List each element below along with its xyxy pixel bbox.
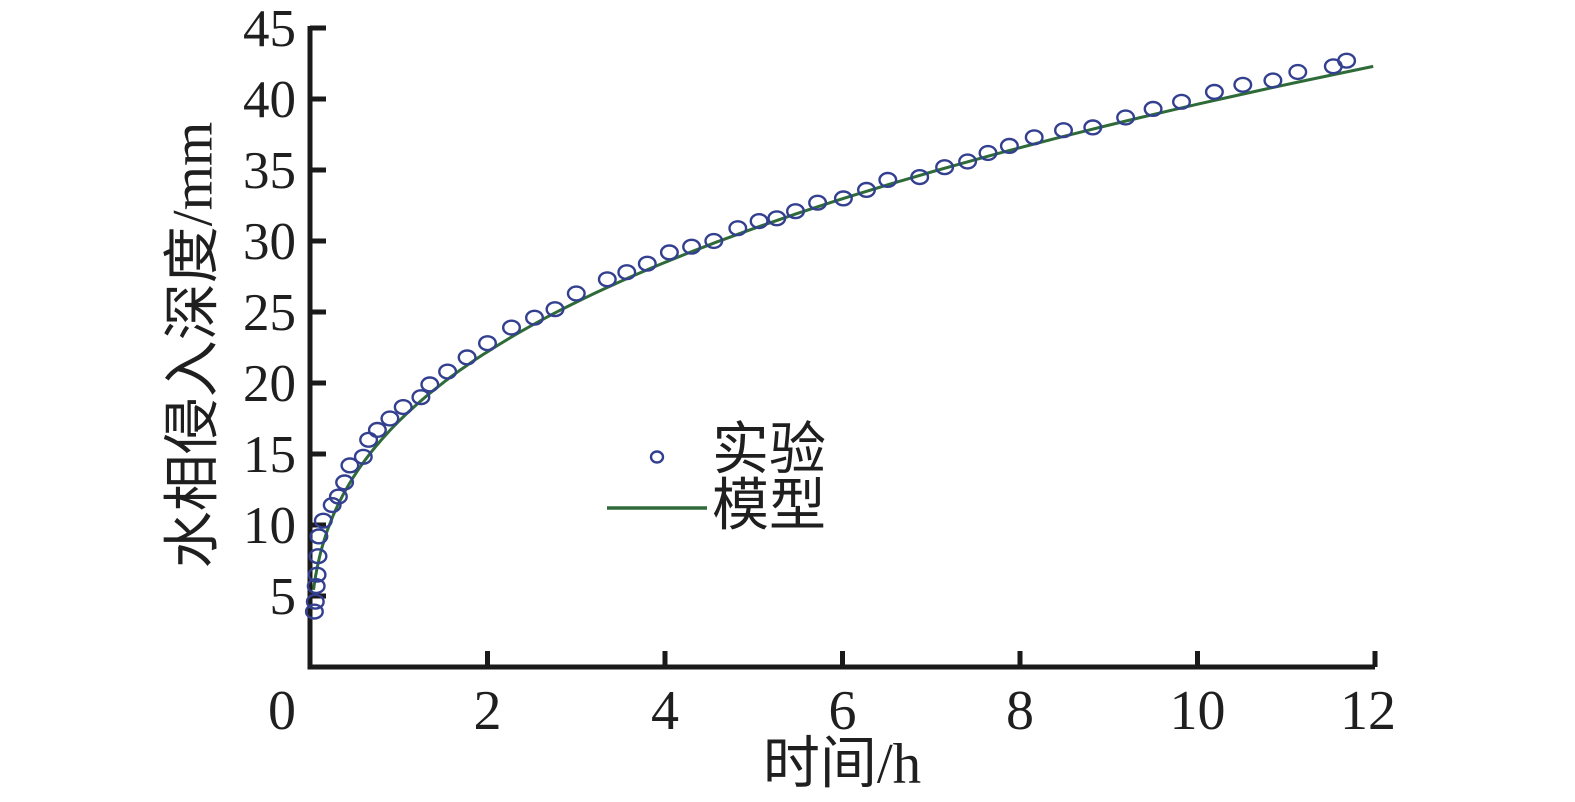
legend-label-experiment: 实验 bbox=[712, 418, 826, 482]
x-tick-label: 12 bbox=[1340, 680, 1396, 742]
data-point-experiment bbox=[359, 431, 379, 448]
y-tick-label: 20 bbox=[243, 355, 296, 413]
data-point-experiment bbox=[304, 603, 324, 620]
data-point-experiment bbox=[767, 210, 787, 227]
data-point-experiment bbox=[999, 137, 1019, 155]
data-point-experiment bbox=[1083, 119, 1103, 136]
data-point-experiment bbox=[335, 474, 355, 491]
data-point-experiment bbox=[958, 153, 978, 170]
data-point-experiment bbox=[749, 213, 769, 230]
x-tick-label: 4 bbox=[651, 680, 679, 742]
data-point-experiment bbox=[1171, 93, 1191, 110]
data-point-experiment bbox=[380, 410, 400, 427]
x-tick-label: 8 bbox=[1006, 680, 1034, 742]
data-point-experiment bbox=[393, 399, 413, 416]
data-point-experiment bbox=[306, 577, 326, 595]
data-point-experiment bbox=[808, 194, 828, 211]
x-tick-label: 10 bbox=[1170, 680, 1226, 742]
data-point-experiment bbox=[857, 181, 877, 199]
data-point-experiment bbox=[478, 335, 498, 352]
data-point-experiment bbox=[1233, 76, 1253, 93]
data-point-experiment bbox=[1288, 63, 1308, 81]
y-tick-label: 30 bbox=[243, 213, 296, 271]
x-tick-label: 2 bbox=[474, 680, 502, 742]
data-point-experiment bbox=[322, 497, 342, 514]
data-point-experiment bbox=[910, 169, 930, 186]
data-point-experiment bbox=[340, 457, 360, 474]
data-point-experiment bbox=[786, 203, 806, 220]
y-tick-label: 5 bbox=[270, 568, 297, 626]
data-point-experiment bbox=[1204, 83, 1224, 101]
data-point-experiment bbox=[525, 309, 545, 326]
legend-label-model: 模型 bbox=[712, 474, 826, 538]
data-point-experiment bbox=[1337, 52, 1357, 69]
data-point-experiment bbox=[728, 220, 748, 237]
data-point-experiment bbox=[438, 363, 458, 380]
data-point-experiment bbox=[1024, 129, 1044, 146]
data-point-experiment bbox=[305, 593, 325, 610]
data-point-experiment bbox=[411, 389, 431, 406]
data-point-experiment bbox=[978, 144, 998, 162]
data-point-experiment bbox=[307, 566, 327, 583]
data-point-experiment bbox=[1143, 100, 1163, 118]
y-tick-label: 35 bbox=[243, 142, 296, 200]
y-tick-label: 15 bbox=[243, 426, 296, 484]
data-point-experiment bbox=[308, 548, 328, 565]
data-point-experiment bbox=[502, 319, 522, 336]
data-point-experiment bbox=[566, 285, 586, 302]
data-point-experiment bbox=[833, 190, 853, 207]
data-point-experiment bbox=[1263, 72, 1283, 89]
data-point-experiment bbox=[1116, 109, 1136, 126]
data-point-experiment bbox=[353, 448, 373, 465]
data-point-experiment bbox=[597, 271, 617, 288]
model-curve bbox=[312, 64, 1374, 591]
y-tick-label: 40 bbox=[243, 71, 296, 129]
y-tick-label: 45 bbox=[243, 0, 296, 58]
y-tick-label: 25 bbox=[243, 284, 296, 342]
y-tick-label: 10 bbox=[243, 497, 296, 555]
axes-frame bbox=[307, 26, 1375, 670]
data-point-experiment bbox=[935, 159, 955, 176]
data-point-experiment bbox=[704, 232, 724, 250]
x-tick-label: 6 bbox=[829, 680, 857, 742]
x-tick-label: 0 bbox=[268, 680, 296, 742]
data-point-experiment bbox=[878, 171, 898, 189]
y-axis-title: 水相侵入深度/mm bbox=[161, 121, 225, 569]
data-point-experiment bbox=[457, 349, 477, 366]
data-point-experiment bbox=[367, 421, 387, 439]
x-axis-title: 时间/h bbox=[762, 732, 922, 796]
data-point-experiment bbox=[682, 238, 702, 255]
data-point-experiment bbox=[637, 255, 657, 272]
data-point-experiment bbox=[328, 488, 348, 505]
data-point-experiment bbox=[420, 376, 440, 393]
data-point-experiment bbox=[309, 528, 329, 545]
data-point-experiment bbox=[545, 301, 565, 318]
legend-marker-experiment bbox=[649, 450, 665, 464]
data-point-experiment bbox=[1053, 122, 1073, 139]
data-point-experiment bbox=[313, 512, 333, 529]
data-point-experiment bbox=[617, 264, 637, 281]
data-point-experiment bbox=[659, 244, 679, 261]
